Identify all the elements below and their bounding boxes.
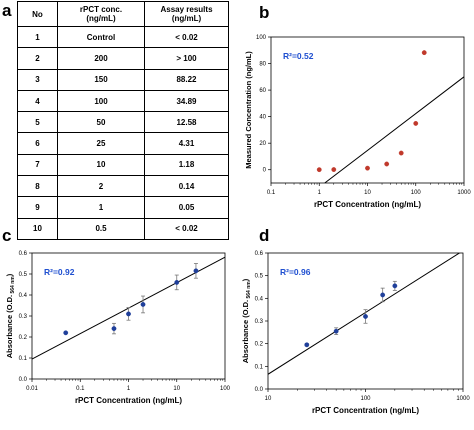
data-point <box>140 302 146 307</box>
x-tick-label: 0.1 <box>76 386 85 392</box>
table-row: 10 0.5 < 0.02 <box>17 217 229 240</box>
x-axis-label: rPCT Concentration (ng/mL) <box>314 200 421 209</box>
y-tick-label: 0.2 <box>255 342 264 348</box>
y-tick-label: 0.3 <box>19 314 28 320</box>
y-axis-label-sub: 564 nm <box>10 276 16 295</box>
x-tick-label: 100 <box>411 190 422 196</box>
data-point <box>111 326 117 331</box>
x-tick-label: 10 <box>265 396 272 402</box>
y-tick-label: 0.1 <box>255 364 264 370</box>
x-tick-label: 0.01 <box>26 386 38 392</box>
table-row: 6 25 4.31 <box>17 132 229 155</box>
y-tick-label: 0.5 <box>19 272 28 278</box>
data-point <box>398 150 404 156</box>
x-tick-label: 100 <box>220 386 231 392</box>
y-tick-label: 0.2 <box>19 335 28 341</box>
x-tick-label: 1000 <box>457 190 471 196</box>
y-tick-label: 60 <box>259 88 266 94</box>
y-axis-label-sub: 564 nm <box>246 281 252 300</box>
r-squared-annotation: R²=0.96 <box>280 267 311 277</box>
table-row: 2 200 > 100 <box>17 47 229 70</box>
data-point <box>333 328 339 334</box>
y-axis-label-close: ) <box>5 273 14 276</box>
table-header-row: No rPCT conc. (ng/mL) Assay results (ng/… <box>17 1 229 27</box>
data-point <box>193 268 199 274</box>
data-point <box>380 292 386 298</box>
data-point <box>413 121 419 126</box>
y-axis-label-main: Absorbance (O.D. <box>241 300 250 363</box>
panel-letter-d: d <box>259 226 270 245</box>
x-axis-label: rPCT Concentration (ng/mL) <box>312 406 419 415</box>
data-point <box>174 279 180 285</box>
data-point <box>421 50 427 56</box>
data-point <box>126 311 131 317</box>
y-tick-label: 0.0 <box>19 377 28 383</box>
data-point <box>363 314 368 319</box>
data-point <box>316 167 322 173</box>
table-cell-result: < 0.02 <box>144 217 229 240</box>
y-axis-label: Measured Concentration (ng/mL) <box>244 51 253 169</box>
x-tick-label: 1000 <box>456 396 470 402</box>
panel-letter-c: c <box>2 226 12 245</box>
y-axis-label: Absorbance (O.D. 564 nm) <box>241 278 252 363</box>
y-tick-label: 20 <box>259 141 266 147</box>
data-point <box>392 283 398 289</box>
y-axis-label: Absorbance (O.D. 564 nm) <box>5 273 16 358</box>
data-point <box>63 330 69 336</box>
x-tick-label: 1 <box>127 386 131 392</box>
data-point <box>365 165 370 171</box>
r-squared-annotation: R²=0.52 <box>283 51 314 61</box>
assay-table: No rPCT conc. (ng/mL) Assay results (ng/… <box>17 1 229 240</box>
data-point <box>384 161 390 167</box>
y-tick-label: 0.3 <box>255 319 264 325</box>
table-cell-result: 88.22 <box>144 68 229 91</box>
y-tick-label: 0.1 <box>19 356 28 362</box>
table-header-conc: rPCT conc. (ng/mL) <box>57 1 145 27</box>
y-axis-label-close: ) <box>241 278 250 281</box>
chart-panel-c: 0.01 0.1 1 10 100 0.0 0.1 0.2 0.3 0.4 0.5 0.6 rPCT C… <box>5 251 231 405</box>
table-body: 1 Control < 0.02 2 200 > 100 3 150 88.22 4 100 34.8… <box>17 25 229 240</box>
table-cell-result: > 100 <box>144 47 229 70</box>
y-tick-label: 40 <box>259 115 266 121</box>
y-tick-label: 80 <box>259 62 266 68</box>
x-tick-label: 10 <box>364 190 371 196</box>
y-tick-label: 0.0 <box>255 387 264 393</box>
x-tick-label: 0.1 <box>267 190 276 196</box>
y-tick-label: 0.6 <box>19 251 28 257</box>
y-tick-label: 100 <box>256 35 267 41</box>
y-tick-label: 0.5 <box>255 274 264 280</box>
panel-letter-b: b <box>259 3 270 22</box>
x-tick-label: 100 <box>360 396 371 402</box>
y-tick-label: 0.6 <box>255 251 264 257</box>
fit-line <box>324 76 464 183</box>
chart-panel-d: 10 100 1000 0.0 0.1 0.2 0.3 0.4 0.5 0.6 rPCT Conce… <box>241 251 470 415</box>
y-axis-label-main: Absorbance (O.D. <box>5 295 14 358</box>
r-squared-annotation: R²=0.92 <box>44 267 75 277</box>
y-tick-label: 0.4 <box>255 296 264 302</box>
x-tick-label: 10 <box>173 386 180 392</box>
table-row: 4 100 34.89 <box>17 89 229 113</box>
panel-letter-a: a <box>2 1 12 20</box>
data-point <box>304 342 310 348</box>
table-row: 9 1 0.05 <box>17 196 229 219</box>
chart-panel-b: 0.1 1 10 100 1000 0 20 40 60 80 100 rPCT Concentrat… <box>244 35 471 209</box>
y-axis-label-main: Measured Concentration (ng/mL) <box>244 51 253 169</box>
x-axis-label: rPCT Concentration (ng/mL) <box>75 396 182 405</box>
table-row: 8 2 0.14 <box>17 175 229 198</box>
x-tick-label: 1 <box>318 190 322 196</box>
table-header-result: Assay results (ng/mL) <box>144 1 229 27</box>
data-point <box>331 167 337 172</box>
y-tick-label: 0 <box>263 168 267 174</box>
y-tick-label: 0.4 <box>19 293 28 299</box>
